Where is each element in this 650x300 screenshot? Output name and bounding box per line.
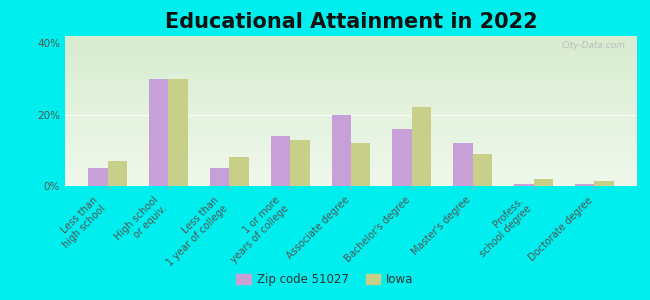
Title: Educational Attainment in 2022: Educational Attainment in 2022 bbox=[164, 12, 538, 32]
Bar bbox=[473, 154, 492, 186]
Bar bbox=[575, 184, 594, 186]
Bar bbox=[168, 79, 188, 186]
Bar bbox=[351, 143, 370, 186]
Bar bbox=[210, 168, 229, 186]
Bar bbox=[149, 79, 168, 186]
Bar bbox=[332, 115, 351, 186]
Bar bbox=[534, 179, 553, 186]
Bar bbox=[453, 143, 473, 186]
Bar bbox=[229, 158, 249, 186]
Text: City-Data.com: City-Data.com bbox=[562, 40, 625, 50]
Bar bbox=[108, 161, 127, 186]
Bar bbox=[594, 181, 614, 186]
Bar bbox=[270, 136, 290, 186]
Bar bbox=[88, 168, 108, 186]
Bar bbox=[412, 107, 432, 186]
Legend: Zip code 51027, Iowa: Zip code 51027, Iowa bbox=[232, 269, 418, 291]
Bar bbox=[393, 129, 412, 186]
Bar bbox=[514, 184, 534, 186]
Bar bbox=[290, 140, 309, 186]
